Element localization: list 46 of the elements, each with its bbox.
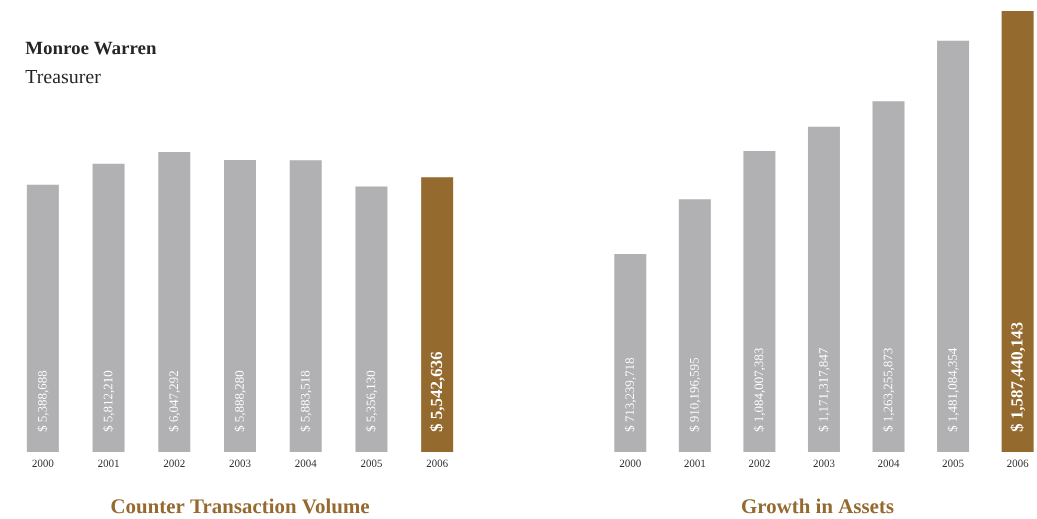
bar: [92, 163, 125, 453]
x-tick-label: 2004: [878, 459, 900, 467]
text: Monroe Warren: [25, 41, 157, 55]
bar: [158, 152, 191, 453]
x-tick-label: 2000: [32, 459, 54, 467]
bar: [26, 184, 59, 453]
x-tick-label: 2002: [163, 459, 185, 467]
data-label: $ 5,388,688: [37, 370, 49, 432]
x-tick-label: 2001: [98, 459, 119, 467]
x-tick-label: 2004: [295, 459, 317, 467]
x-tick-label: 2000: [619, 459, 641, 467]
bar: [289, 160, 322, 453]
x-tick-label: 2006: [1007, 459, 1029, 467]
x-tick-label: 2003: [229, 459, 251, 467]
data-label: $ 910,196,595: [689, 357, 701, 432]
data-label: $ 713,239,718: [624, 357, 636, 432]
data-label: $ 5,542,636: [429, 351, 445, 432]
bar: [421, 177, 454, 453]
x-tick-label: 2006: [426, 459, 448, 467]
x-tick-label: 2005: [942, 459, 964, 467]
data-label: $ 1,263,255,873: [882, 348, 895, 432]
data-label: $ 1,587,440,143: [1010, 322, 1026, 432]
text: Treasurer: [25, 70, 101, 84]
data-label: $ 5,812,210: [102, 370, 115, 432]
bar: [743, 150, 776, 453]
data-label: $ 1,481,084,354: [947, 347, 959, 432]
data-label: $ 5,883,518: [300, 370, 312, 432]
bar: [1001, 11, 1034, 453]
bar: [872, 101, 905, 453]
text: Growth in Assets: [742, 498, 894, 514]
x-tick-label: 2003: [813, 459, 835, 467]
data-label: $ 5,356,130: [365, 370, 378, 432]
x-tick-label: 2002: [748, 459, 770, 467]
x-tick-label: 2001: [684, 459, 706, 467]
bar: [937, 40, 970, 453]
bar: [355, 186, 388, 453]
text: Counter Transaction Volume: [111, 498, 370, 514]
data-label: $ 1,084,007,383: [753, 348, 766, 432]
bar: [678, 199, 711, 453]
data-label: $ 5,888,280: [234, 370, 246, 432]
bar: [224, 159, 257, 453]
bar: [614, 253, 647, 453]
bar: [807, 126, 840, 453]
x-tick-label: 2005: [360, 459, 382, 467]
data-label: $ 1,171,317,847: [818, 348, 830, 432]
data-label: $ 6,047,292: [168, 371, 180, 432]
